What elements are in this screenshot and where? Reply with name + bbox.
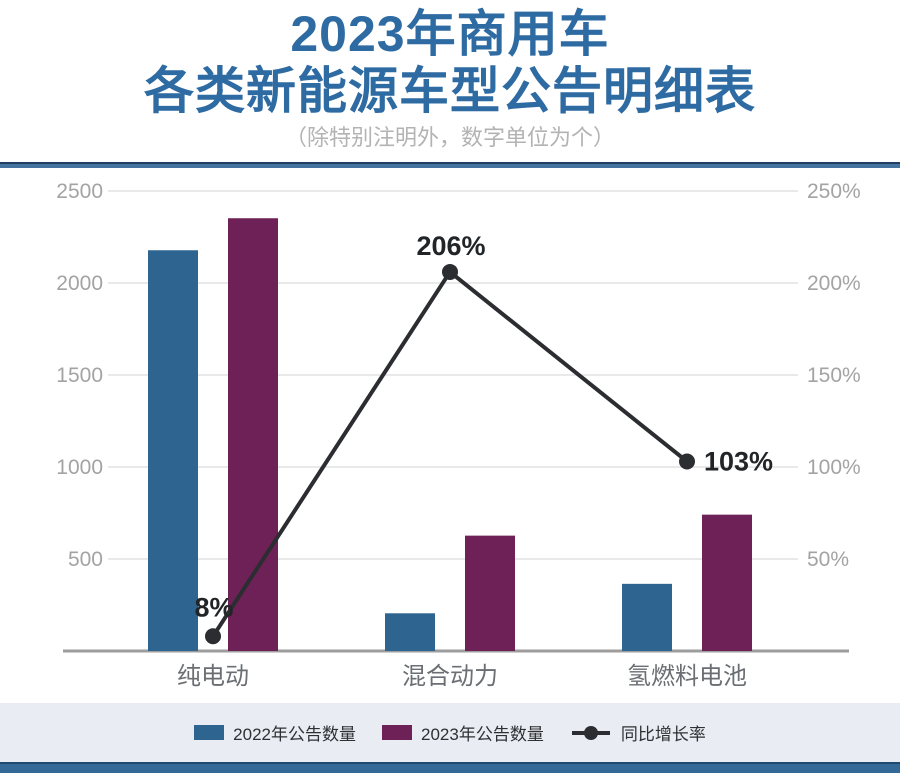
legend-item-2023: 2023年公告数量 — [382, 720, 544, 745]
category-label: 氢燃料电池 — [627, 663, 747, 690]
bar — [228, 218, 278, 651]
chart-subtitle: （除特别注明外，数字单位为个） — [284, 125, 615, 150]
growth-point — [442, 263, 458, 280]
header-divider — [0, 162, 900, 168]
legend-label-2022: 2022年公告数量 — [233, 725, 356, 744]
category-label: 混合动力 — [402, 663, 498, 690]
legend-label-growth: 同比增长率 — [620, 725, 706, 744]
growth-point — [205, 628, 221, 645]
bar — [622, 583, 672, 651]
right-axis-tick: 100% — [807, 456, 861, 479]
growth-line — [211, 269, 689, 638]
growth-point-label: 206% — [416, 231, 485, 261]
growth-point-label: 103% — [704, 446, 773, 476]
legend-item-growth: 同比增长率 — [570, 720, 706, 745]
chart-area: 500 50% 1000 100% 1500 150% 2000 200% 2500 250% 纯电… — [0, 168, 900, 698]
bar — [385, 613, 435, 651]
page-title-line-2: 各类新能源车型公告明细表 — [144, 63, 756, 119]
right-axis-tick: 200% — [807, 272, 861, 295]
left-axis-tick: 1000 — [56, 456, 103, 479]
right-axis-tick: 150% — [807, 364, 861, 387]
left-axis-tick: 2500 — [56, 180, 103, 203]
category-label: 纯电动 — [177, 663, 249, 690]
bottom-accent-bar — [0, 762, 900, 773]
legend-swatch-2023 — [382, 725, 412, 740]
growth-point-label: 8% — [194, 592, 233, 622]
bar — [702, 514, 752, 651]
legend: 2022年公告数量 2023年公告数量 同比增长率 — [0, 703, 900, 762]
legend-swatch-2022 — [194, 725, 225, 740]
left-axis-tick: 1500 — [56, 364, 103, 387]
legend-label-2023: 2023年公告数量 — [421, 725, 544, 744]
legend-item-2022: 2022年公告数量 — [194, 720, 356, 745]
right-axis-tick: 250% — [807, 180, 861, 203]
chart-header: 2023年商用车 各类新能源车型公告明细表 （除特别注明外，数字单位为个） — [0, 0, 900, 150]
right-axis-tick: 50% — [807, 548, 849, 571]
left-axis-tick: 500 — [68, 548, 103, 571]
bar — [465, 535, 515, 651]
page-title-line-1: 2023年商用车 — [290, 6, 610, 62]
growth-point — [679, 453, 695, 470]
bar — [148, 250, 198, 652]
chart-svg: 500 50% 1000 100% 1500 150% 2000 200% 2500 250% 纯电… — [56, 180, 861, 690]
left-axis-tick: 2000 — [56, 272, 103, 295]
growth-line-legend-icon — [571, 725, 610, 740]
